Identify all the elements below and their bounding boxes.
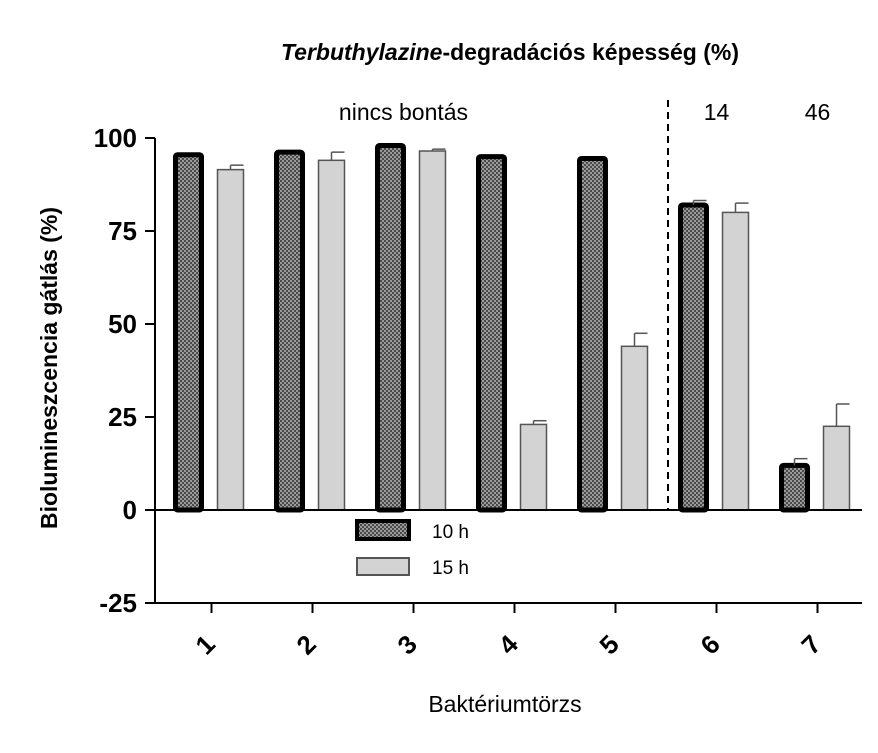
bar-10h: [779, 462, 810, 513]
legend-swatch-10h: [355, 519, 411, 541]
bar-10h: [173, 152, 204, 513]
x-tick-label: 7: [795, 629, 826, 660]
y-tick-label: 75: [108, 216, 137, 246]
bar-15h: [418, 150, 447, 511]
bar-15h: [721, 211, 750, 511]
y-tick-label: 25: [108, 402, 137, 432]
bar-15h: [822, 425, 851, 511]
bar-15h: [620, 345, 649, 511]
bars: [173, 142, 851, 513]
annotations: nincs bontás 14 46: [339, 99, 830, 510]
chart-title-italic: Terbuthylazine: [281, 39, 443, 65]
x-tick-label: 2: [290, 629, 321, 660]
bar-10h: [678, 202, 709, 513]
chart-title: Terbuthylazine-degradációs képesség (%): [281, 39, 739, 65]
bar-15h: [216, 168, 245, 511]
x-tick-label: 3: [391, 629, 422, 660]
y-tick-label: 50: [108, 309, 137, 339]
legend-swatch-15h: [356, 557, 410, 576]
chart-title-rest: -degradációs képesség (%): [442, 39, 739, 65]
bar-10h: [274, 149, 305, 513]
x-tick-label: 6: [694, 629, 725, 660]
y-tick-label: -25: [99, 588, 137, 618]
legend: 10 h 15 h: [355, 519, 469, 579]
legend-label-15h: 15 h: [432, 558, 469, 579]
annotation-label: 14: [704, 99, 730, 125]
bar-10h: [375, 142, 406, 513]
y-tick-label: 0: [123, 495, 137, 525]
annotation-label: nincs bontás: [339, 99, 468, 125]
x-tick-label: 4: [492, 629, 524, 661]
legend-label-10h: 10 h: [432, 522, 469, 543]
x-tick-label: 5: [593, 629, 624, 660]
y-axis-label: Biolumineszcencia gátlás (%): [36, 207, 62, 529]
bar-10h: [476, 154, 507, 513]
bar-10h: [577, 155, 608, 513]
annotation-label: 46: [805, 99, 831, 125]
x-axis-label: Baktériumtörzs: [428, 691, 581, 717]
bar-15h: [519, 423, 548, 511]
y-tick-label: 100: [94, 123, 137, 153]
bar-15h: [317, 159, 346, 511]
x-tick-label: 1: [189, 629, 220, 660]
